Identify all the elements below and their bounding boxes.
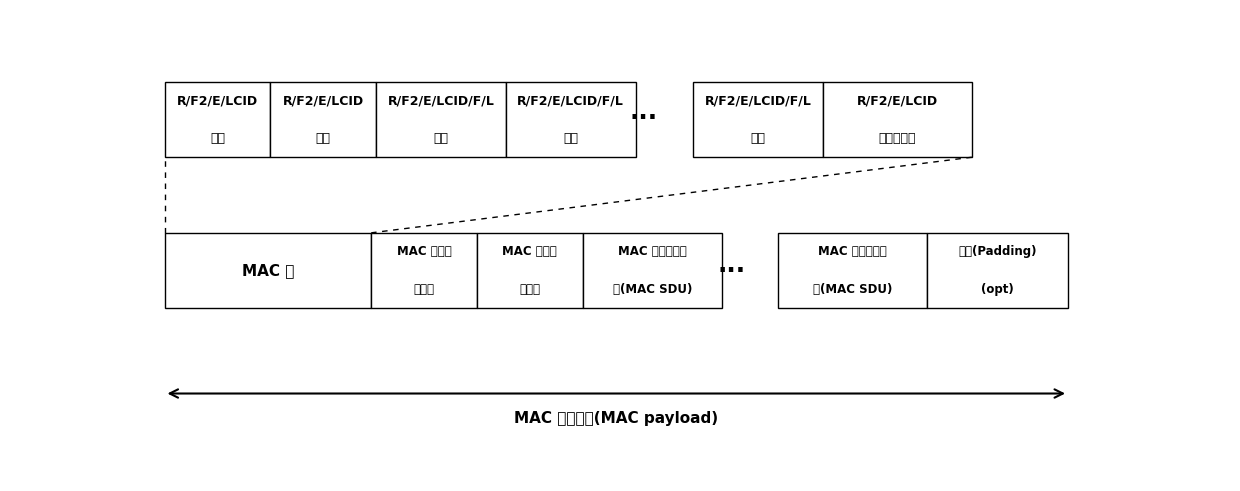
Text: 子头: 子头: [563, 132, 578, 145]
Text: ···: ···: [718, 259, 745, 283]
Text: 子头: 子头: [434, 132, 449, 145]
Bar: [270, 82, 376, 157]
Text: 元(MAC SDU): 元(MAC SDU): [812, 283, 892, 296]
Text: R/F2/E/LCID/F/L: R/F2/E/LCID/F/L: [387, 94, 495, 107]
Text: 填充的子头: 填充的子头: [879, 132, 916, 145]
Bar: [693, 82, 823, 157]
Text: MAC 有效载荷(MAC payload): MAC 有效载荷(MAC payload): [515, 410, 718, 426]
Text: R/F2/E/LCID: R/F2/E/LCID: [857, 94, 937, 107]
Text: R/F2/E/LCID/F/L: R/F2/E/LCID/F/L: [704, 94, 811, 107]
Bar: [823, 82, 972, 157]
Text: 填充(Padding): 填充(Padding): [959, 245, 1037, 258]
Text: MAC 头: MAC 头: [242, 263, 294, 278]
Bar: [376, 82, 506, 157]
Text: ···: ···: [629, 106, 657, 130]
Text: R/F2/E/LCID: R/F2/E/LCID: [283, 94, 363, 107]
Text: 子头: 子头: [210, 132, 224, 145]
Bar: [583, 233, 722, 308]
Text: 子头: 子头: [316, 132, 331, 145]
Text: MAC 服务数据单: MAC 服务数据单: [618, 245, 687, 258]
Bar: [165, 82, 270, 157]
Text: MAC 第二控: MAC 第二控: [502, 245, 557, 258]
Text: 元(MAC SDU): 元(MAC SDU): [613, 283, 692, 296]
Bar: [371, 233, 477, 308]
Text: MAC 第一控: MAC 第一控: [397, 245, 451, 258]
Bar: [777, 233, 926, 308]
Text: MAC 服务数据单: MAC 服务数据单: [818, 245, 887, 258]
Text: 制单元: 制单元: [520, 283, 541, 296]
Text: R/F2/E/LCID: R/F2/E/LCID: [177, 94, 258, 107]
Text: (opt): (opt): [981, 283, 1013, 296]
Text: R/F2/E/LCID/F/L: R/F2/E/LCID/F/L: [517, 94, 624, 107]
Text: 子头: 子头: [750, 132, 765, 145]
Bar: [506, 82, 635, 157]
Bar: [477, 233, 583, 308]
Bar: [926, 233, 1068, 308]
Bar: [165, 233, 371, 308]
Text: 制单元: 制单元: [414, 283, 434, 296]
